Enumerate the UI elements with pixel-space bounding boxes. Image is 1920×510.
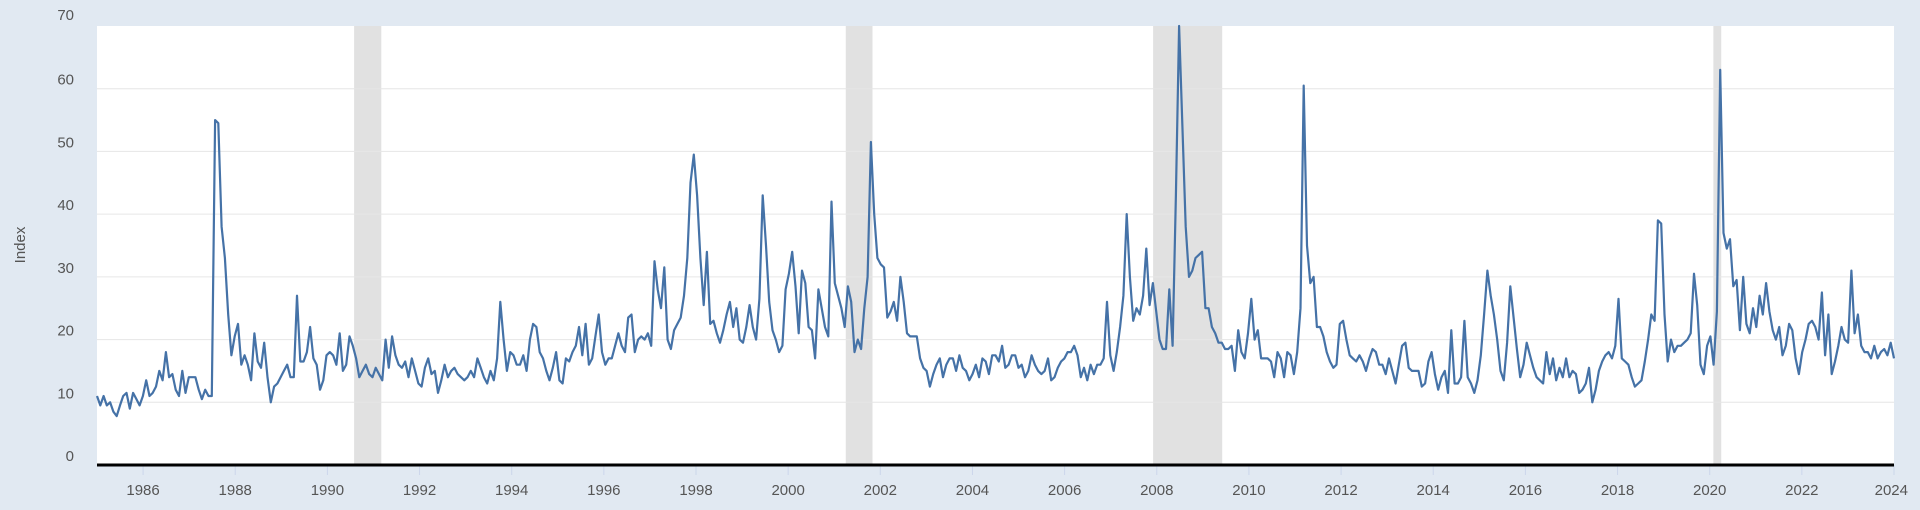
- x-tick-label: 2010: [1232, 482, 1265, 499]
- x-tick-label: 2004: [956, 482, 989, 499]
- x-tick-label: 2022: [1785, 482, 1818, 499]
- y-tick-label: 40: [57, 197, 74, 214]
- data-line: [95, 24, 1896, 418]
- x-tick-label: 1988: [219, 482, 252, 499]
- y-tick-label: 30: [57, 260, 74, 277]
- x-tick-label: 2014: [1417, 482, 1450, 499]
- x-tick-label: 1994: [495, 482, 528, 499]
- x-tick-label: 2024: [1875, 482, 1908, 499]
- x-tick-label: 2020: [1693, 482, 1726, 499]
- y-tick-label: 50: [57, 134, 74, 151]
- x-tick-label: 2008: [1140, 482, 1173, 499]
- x-tick-label: 2002: [864, 482, 897, 499]
- x-tick-label: 2018: [1601, 482, 1634, 499]
- x-tick-label: 2016: [1509, 482, 1542, 499]
- x-tick-label: 1998: [679, 482, 712, 499]
- y-tick-label: 70: [57, 7, 74, 24]
- x-tick-label: 2012: [1324, 482, 1357, 499]
- x-tick-label: 1990: [311, 482, 344, 499]
- y-tick-label: 10: [57, 385, 74, 402]
- y-tick-label: 20: [57, 323, 74, 340]
- x-tick-label: 2006: [1048, 482, 1081, 499]
- y-axis-ticks: 0 10 20 30 40 50 60 70: [57, 7, 74, 465]
- y-tick-label: 0: [66, 448, 74, 465]
- x-tick-label: 1986: [126, 482, 159, 499]
- x-tick-label: 1996: [587, 482, 620, 499]
- y-axis-label: Index: [12, 226, 29, 263]
- x-tick-label: 1992: [403, 482, 436, 499]
- y-tick-label: 60: [57, 72, 74, 89]
- x-axis-ticks: 1986 1988 1990 1992 1994 1996 1998 2000 2002 2004…: [126, 465, 1908, 499]
- x-tick-label: 2000: [771, 482, 804, 499]
- recession-band: [354, 26, 382, 465]
- gridlines: [97, 88, 1894, 403]
